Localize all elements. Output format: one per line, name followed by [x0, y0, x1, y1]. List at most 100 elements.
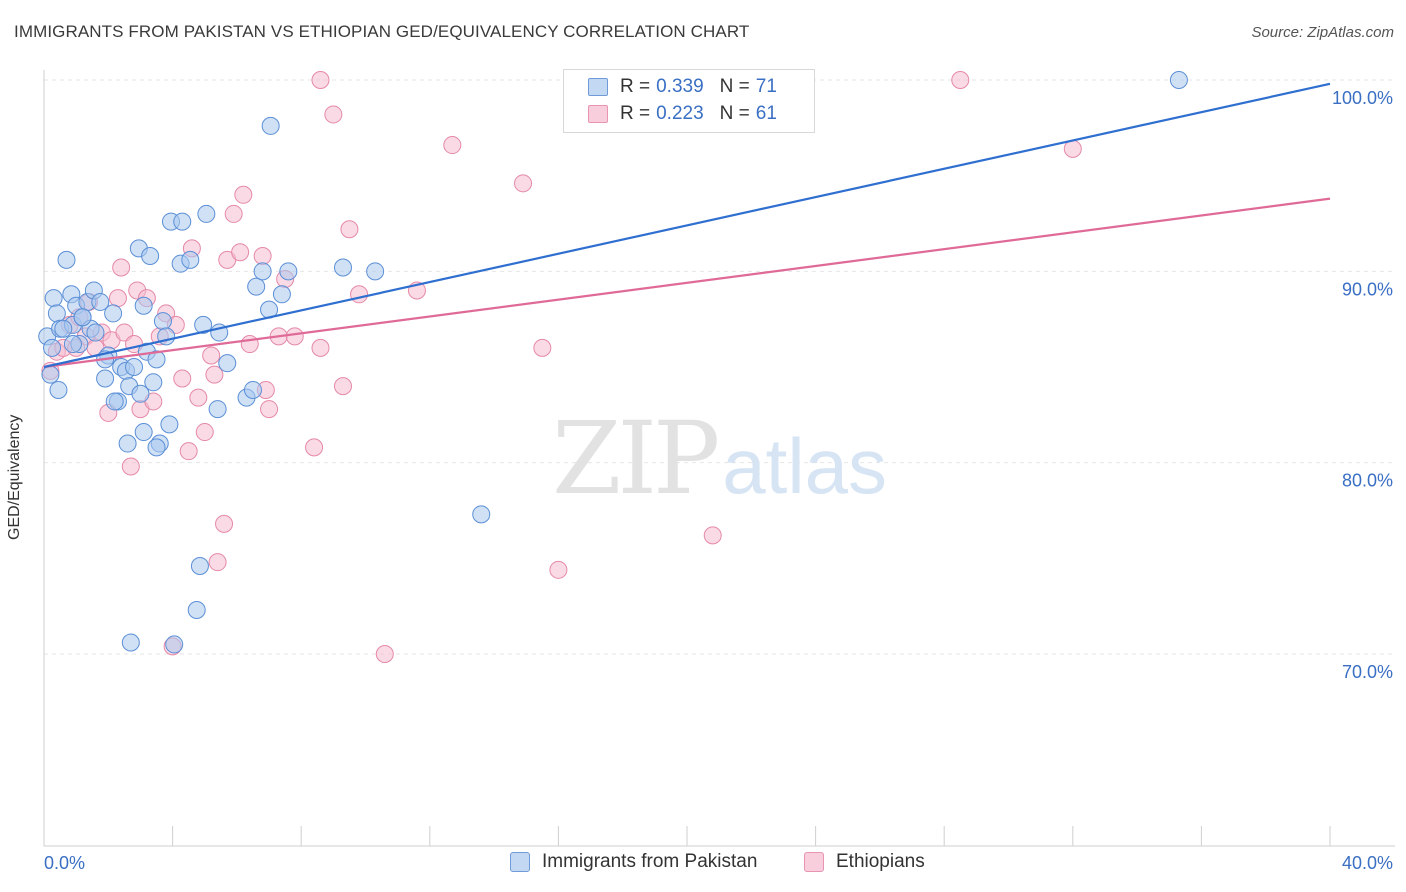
ethiopian-point	[179, 442, 198, 461]
x-tick-labels: 0.0% 40.0%	[44, 853, 1393, 873]
x-tick-label-min: 0.0%	[44, 853, 85, 873]
pakistan-point	[144, 373, 163, 392]
ethiopian-point	[514, 174, 533, 193]
pakistan-point	[279, 262, 298, 281]
ethiopian-point	[333, 377, 352, 396]
ethiopian-trend-line	[43, 197, 1331, 369]
pakistan-point	[333, 258, 352, 277]
ethiopian-point	[189, 388, 208, 407]
pakistan-point	[54, 319, 73, 338]
pakistan-point	[86, 323, 105, 342]
ethiopian-point	[311, 338, 330, 357]
legend-label-ethiopian: Ethiopians	[836, 851, 925, 872]
ethiopian-point	[205, 365, 224, 384]
pakistan-point	[147, 350, 166, 369]
legend-r-value: 0.339	[656, 76, 704, 97]
legend-swatch-ethiopian	[588, 105, 608, 123]
ethiopian-point	[234, 185, 253, 204]
pakistan-point	[187, 600, 206, 619]
legend-row-pakistan: R = 0.339 N = 71	[588, 75, 793, 99]
pakistan-point	[44, 289, 63, 308]
legend-swatch-pakistan	[588, 78, 608, 96]
ethiopian-point	[215, 514, 234, 533]
ethiopian-point	[108, 289, 127, 308]
pakistan-point	[208, 400, 227, 419]
pakistan-point	[190, 556, 209, 575]
ethiopian-point	[1063, 139, 1082, 158]
pakistan-trend-line	[43, 82, 1331, 369]
legend-n-label: N =	[719, 76, 750, 97]
pakistan-point	[118, 434, 137, 453]
y-tick-label: 70.0%	[1342, 662, 1393, 682]
ethiopian-point	[305, 438, 324, 457]
ethiopian-point	[324, 105, 343, 124]
pakistan-point	[91, 292, 110, 311]
ethiopian-point	[208, 553, 227, 572]
pakistan-point	[49, 380, 68, 399]
ethiopian-point	[951, 71, 970, 89]
axes	[43, 70, 1395, 847]
grid-lines	[44, 79, 1395, 655]
pakistan-point	[43, 338, 62, 357]
pakistan-point	[261, 116, 280, 135]
ethiopian-point	[202, 346, 221, 365]
ethiopian-point	[231, 243, 250, 262]
y-tick-label: 100.0%	[1332, 88, 1393, 108]
ethiopian-point	[253, 247, 272, 266]
pakistan-point	[218, 354, 237, 373]
ethiopian-point	[311, 71, 330, 89]
pakistan-point	[153, 312, 172, 331]
y-tick-label: 90.0%	[1342, 279, 1393, 299]
bottom-legend-pakistan: Immigrants from Pakistan	[510, 851, 757, 873]
stats-legend: R = 0.339 N = 71 R = 0.223 N = 61	[563, 69, 815, 133]
pakistan-point	[104, 304, 123, 323]
pakistan-point	[131, 384, 150, 403]
pakistan-point	[121, 633, 140, 652]
pakistan-point	[57, 250, 76, 269]
ethiopian-point	[533, 338, 552, 357]
x-axis-ticks	[43, 826, 1331, 846]
pakistan-point	[472, 505, 491, 524]
ethiopian-point	[703, 526, 722, 545]
pakistan-point	[197, 204, 216, 223]
ethiopian-point	[173, 369, 192, 388]
pakistan-point	[96, 369, 115, 388]
ethiopian-point	[375, 645, 394, 663]
ethiopian-point	[350, 285, 369, 304]
pakistan-point	[63, 335, 82, 354]
pakistan-point	[247, 277, 266, 296]
ethiopian-point	[224, 204, 243, 223]
legend-n-label: N =	[719, 103, 750, 124]
pakistan-point	[272, 285, 291, 304]
ethiopian-point	[121, 457, 140, 476]
legend-n-value: 61	[755, 103, 777, 124]
ethiopian-point	[285, 327, 304, 346]
ethiopian-point	[112, 258, 131, 277]
pakistan-point	[366, 262, 385, 281]
pakistan-point	[125, 358, 144, 376]
ethiopian-point	[240, 335, 259, 354]
ethiopian-point	[195, 423, 214, 442]
legend-label-pakistan: Immigrants from Pakistan	[542, 851, 758, 872]
legend-row-ethiopian: R = 0.223 N = 61	[588, 102, 793, 126]
legend-n-value: 71	[755, 76, 777, 97]
ethiopian-point	[115, 323, 134, 342]
x-tick-label-max: 40.0%	[1342, 853, 1393, 873]
pakistan-point	[73, 308, 92, 327]
watermark: ZIPatlas	[552, 400, 887, 517]
pakistan-point	[173, 212, 192, 231]
pakistan-point	[147, 438, 166, 457]
legend-swatch-pakistan	[510, 852, 530, 872]
pakistan-point	[134, 296, 153, 315]
ethiopian-point	[260, 400, 279, 419]
watermark-zip: ZIP	[552, 400, 720, 517]
watermark-atlas: atlas	[722, 422, 888, 510]
y-tick-labels: 70.0% 80.0% 90.0% 100.0%	[1332, 88, 1393, 682]
pakistan-point	[1169, 71, 1188, 89]
y-axis-label: GED/Equivalency	[6, 414, 23, 540]
pakistan-point	[181, 250, 200, 269]
pakistan-point	[160, 415, 179, 434]
pakistan-point	[141, 247, 160, 266]
legend-swatch-ethiopian	[804, 852, 824, 872]
